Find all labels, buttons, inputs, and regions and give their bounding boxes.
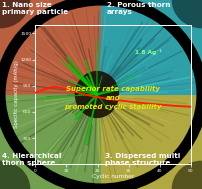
Bar	[0, 94, 101, 189]
Circle shape	[0, 0, 30, 28]
Bar	[101, 0, 202, 94]
Bar	[0, 0, 101, 94]
Text: 2. Porous thorn
arrays: 2. Porous thorn arrays	[107, 2, 170, 15]
Text: and: and	[106, 95, 121, 101]
Text: 1. Nano size
primary particle: 1. Nano size primary particle	[2, 2, 68, 15]
Text: promoted cyclic stability: promoted cyclic stability	[64, 104, 162, 110]
Circle shape	[172, 0, 202, 28]
Text: 1.8 Ag⁻¹: 1.8 Ag⁻¹	[135, 49, 162, 55]
Circle shape	[172, 161, 202, 189]
Bar	[101, 94, 202, 189]
Ellipse shape	[75, 71, 119, 118]
Y-axis label: Specific capacity (mAh/g): Specific capacity (mAh/g)	[14, 60, 19, 129]
Text: 4. Hierarchical
thorn sphere: 4. Hierarchical thorn sphere	[2, 153, 61, 166]
Circle shape	[0, 161, 30, 189]
Text: 3. Dispersed multi
phase structure: 3. Dispersed multi phase structure	[105, 153, 180, 166]
X-axis label: Cyclic number: Cyclic number	[92, 174, 134, 179]
Text: Superior rate capability: Superior rate capability	[66, 86, 160, 92]
